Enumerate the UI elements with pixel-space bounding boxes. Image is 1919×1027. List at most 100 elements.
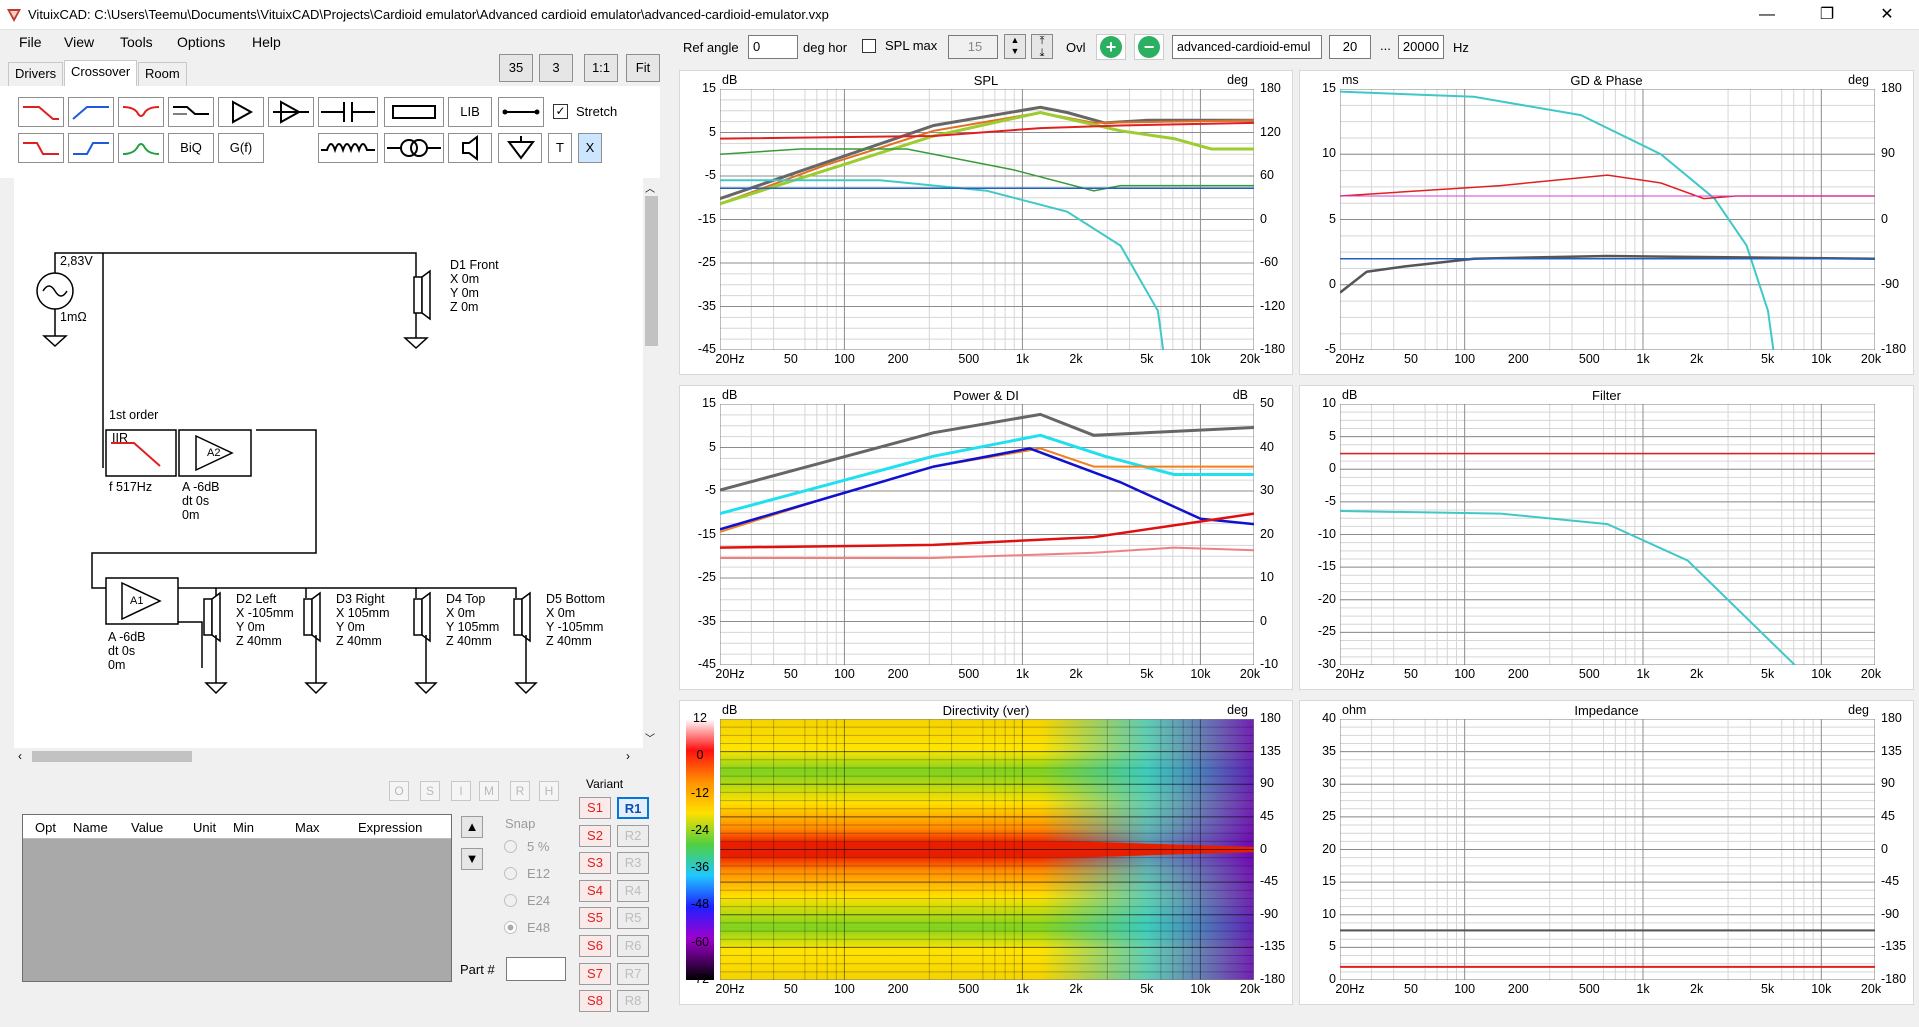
tab-crossover[interactable]: Crossover — [64, 60, 138, 86]
optim-i-button[interactable]: I — [451, 781, 471, 801]
schematic-horizontal-scrollbar[interactable]: ‹ › — [14, 748, 644, 765]
scroll-left-icon[interactable]: ‹ — [18, 749, 22, 763]
filter-graph-panel[interactable]: Filter dB 10 5 0 -5 -10 -15 -20 -25 -30 20Hz 50 100 20… — [1299, 385, 1914, 690]
col-max[interactable]: Max — [295, 820, 320, 835]
scroll-down-icon[interactable]: ﹀ — [645, 734, 655, 745]
move-down-button[interactable]: ▼ — [461, 848, 483, 870]
col-expression[interactable]: Expression — [358, 820, 423, 835]
menu-options[interactable]: Options — [177, 34, 226, 50]
spl-spinner[interactable]: ▲ ▼ — [1004, 34, 1026, 59]
gain-tool[interactable] — [268, 97, 314, 127]
variant-r2-button[interactable]: R2 — [617, 824, 649, 847]
variant-r1-button[interactable]: R1 — [617, 797, 649, 819]
transformer-tool[interactable] — [384, 133, 444, 163]
speaker-tool[interactable] — [448, 133, 492, 163]
restore-button[interactable]: ❐ — [1819, 6, 1835, 23]
variant-s8-button[interactable]: S8 — [579, 990, 611, 1013]
shelf-tool[interactable] — [168, 97, 214, 127]
highpass-2-tool[interactable] — [68, 133, 114, 163]
imp-graph-panel[interactable]: Impedance ohm deg 40 35 30 25 20 15 10 5 0 180 135 90 4… — [1299, 700, 1914, 1005]
zoom-fit-button[interactable]: Fit — [626, 54, 660, 82]
menu-help[interactable]: Help — [252, 34, 281, 50]
variant-r4-button[interactable]: R4 — [617, 879, 649, 902]
text-tool-button[interactable]: T — [548, 133, 572, 163]
spl-top-bottom-button[interactable]: ⤒ ⤓ — [1031, 34, 1053, 59]
optim-m-button[interactable]: M — [479, 781, 499, 801]
overlay-name-input[interactable]: advanced-cardioid-emul — [1172, 35, 1322, 59]
tab-room[interactable]: Room — [138, 62, 187, 86]
col-value[interactable]: Value — [131, 820, 164, 835]
optim-o-button[interactable]: O — [389, 781, 409, 801]
variant-s2-button[interactable]: S2 — [579, 824, 611, 847]
parameter-table[interactable]: Opt Name Value Unit Min Max Expression — [22, 814, 452, 982]
ref-angle-input[interactable]: 0 — [748, 35, 798, 59]
spin-up-icon[interactable]: ▲ — [1010, 35, 1020, 45]
spl-graph-panel[interactable]: SPL dB deg 15 5 -5 -15 -25 -35 -45 180 120 60 0 -60 -12… — [679, 70, 1293, 375]
variant-s4-button[interactable]: S4 — [579, 879, 611, 902]
variant-s3-button[interactable]: S3 — [579, 852, 611, 875]
schematic-vertical-scrollbar[interactable]: ︿ ﹀ — [643, 178, 660, 748]
wire-tool[interactable] — [498, 97, 544, 127]
snap-e12-radio[interactable] — [504, 867, 517, 880]
part-number-input[interactable] — [506, 957, 566, 981]
gf-button[interactable]: G(f) — [218, 133, 264, 163]
power-plot[interactable] — [720, 404, 1254, 665]
variant-r3-button[interactable]: R3 — [617, 852, 649, 875]
add-overlay-button[interactable]: + — [1096, 34, 1126, 60]
spl-max-checkbox[interactable] — [862, 39, 876, 53]
zoom-1-1-button[interactable]: 1:1 — [584, 54, 618, 82]
close-button[interactable]: ✕ — [1880, 6, 1894, 23]
freq-min-input[interactable]: 20 — [1329, 35, 1371, 59]
delete-tool-button[interactable]: X — [578, 133, 602, 163]
minimize-button[interactable]: — — [1759, 6, 1775, 23]
remove-overlay-button[interactable]: − — [1134, 34, 1164, 60]
lowpass-2-tool[interactable] — [18, 133, 64, 163]
snap-e48-radio[interactable] — [504, 921, 517, 934]
scroll-right-icon[interactable]: › — [626, 749, 630, 763]
col-unit[interactable]: Unit — [193, 820, 217, 835]
peak-green-tool[interactable] — [118, 133, 164, 163]
ground-tool[interactable] — [498, 133, 542, 163]
optim-s-button[interactable]: S — [420, 781, 440, 801]
notch-red-tool[interactable] — [118, 97, 164, 127]
biquad-button[interactable]: BiQ — [168, 133, 214, 163]
imp-plot[interactable] — [1340, 719, 1875, 980]
zoom-3-button[interactable]: 3 — [539, 54, 573, 82]
highpass-blue-tool[interactable] — [68, 97, 114, 127]
snap-e24-radio[interactable] — [504, 894, 517, 907]
freq-max-input[interactable]: 20000 — [1398, 35, 1444, 59]
filter-plot[interactable] — [1340, 404, 1875, 665]
variant-s6-button[interactable]: S6 — [579, 935, 611, 957]
schematic-canvas[interactable]: 2,83V 1mΩ D1 Front X 0m Y 0m Z 0m 1st or… — [14, 178, 644, 748]
move-up-button[interactable]: ▲ — [461, 816, 483, 838]
buffer-tool[interactable] — [218, 97, 264, 127]
hscroll-thumb[interactable] — [32, 751, 192, 762]
dir-plot[interactable] — [720, 719, 1254, 980]
scroll-thumb[interactable] — [645, 196, 658, 346]
inductor-tool[interactable] — [318, 133, 378, 163]
col-name[interactable]: Name — [73, 820, 108, 835]
dir-graph-panel[interactable]: Directivity (ver) dB deg 180 135 90 45 0 -45 -90 -… — [679, 700, 1293, 1005]
menu-tools[interactable]: Tools — [120, 34, 153, 50]
spl-max-input[interactable]: 15 — [948, 35, 998, 59]
snap-5pct-radio[interactable] — [504, 840, 517, 853]
variant-r6-button[interactable]: R6 — [617, 935, 649, 957]
power-graph-panel[interactable]: Power & DI dB dB 15 5 -5 -15 -25 -35 -45 50 40 30 20 1… — [679, 385, 1293, 690]
zoom-35-button[interactable]: 35 — [499, 54, 533, 82]
capacitor-tool[interactable] — [318, 97, 378, 127]
menu-file[interactable]: File — [19, 34, 42, 50]
tab-drivers[interactable]: Drivers — [8, 62, 64, 86]
library-button[interactable]: LIB — [448, 97, 492, 127]
gd-graph-panel[interactable]: GD & Phase ms deg 15 10 5 0 -5 180 90 0 -90 -180 20Hz… — [1299, 70, 1914, 375]
gd-plot[interactable] — [1340, 89, 1875, 350]
variant-r7-button[interactable]: R7 — [617, 962, 649, 985]
spin-down-icon[interactable]: ▼ — [1010, 46, 1020, 56]
variant-s7-button[interactable]: S7 — [579, 962, 611, 985]
col-min[interactable]: Min — [233, 820, 254, 835]
spl-plot[interactable] — [720, 89, 1254, 350]
col-opt[interactable]: Opt — [35, 820, 56, 835]
variant-s5-button[interactable]: S5 — [579, 907, 611, 930]
variant-s1-button[interactable]: S1 — [579, 797, 611, 819]
menu-view[interactable]: View — [64, 34, 95, 50]
optim-r-button[interactable]: R — [510, 781, 530, 801]
